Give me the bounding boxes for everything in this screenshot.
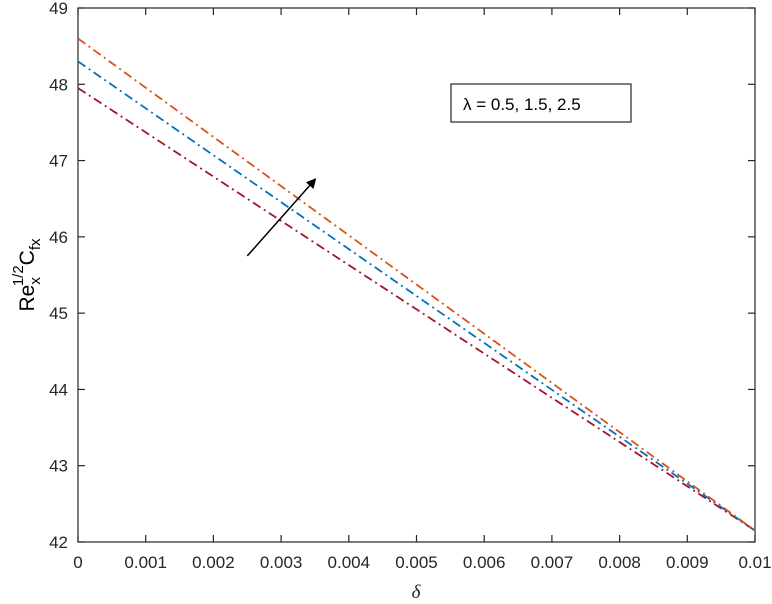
legend-annotation: λ = 0.5, 1.5, 2.5 (450, 83, 632, 123)
plot-frame (77, 7, 756, 543)
x-tick-label: 0.002 (192, 553, 235, 572)
series-group (77, 37, 756, 532)
annotation-box (450, 83, 632, 123)
y-tick-label: 45 (49, 304, 68, 323)
x-tick-label: 0.004 (328, 553, 371, 572)
x-tick-label: 0.008 (598, 553, 641, 572)
x-tick-label: 0.009 (666, 553, 709, 572)
plot-area (77, 7, 756, 543)
y-label-sub2: fx (27, 238, 44, 250)
series-line-2 (77, 60, 756, 532)
x-tick-label: 0.007 (531, 553, 574, 572)
x-tick-label: 0.001 (124, 553, 167, 572)
x-tick-label: 0.003 (260, 553, 303, 572)
x-tick-label: 0.005 (395, 553, 438, 572)
y-label-base: Re (16, 285, 39, 312)
ticks-group (77, 7, 756, 543)
annotation-text: λ = 0.5, 1.5, 2.5 (463, 95, 581, 114)
x-tick-label: 0.006 (463, 553, 506, 572)
trend-arrow (246, 178, 317, 257)
y-label-sup: 1/2 (10, 265, 27, 286)
y-tick-label: 43 (49, 457, 68, 476)
y-tick-label: 49 (49, 0, 68, 18)
x-tick-label: 0.01 (738, 553, 771, 572)
y-label-base2: C (16, 250, 39, 265)
y-axis-label: Rex1/2Cfx (10, 238, 44, 312)
svg-text:Rex1/2Cfx: Rex1/2Cfx (10, 238, 44, 312)
y-tick-label: 47 (49, 152, 68, 171)
y-tick-label: 44 (49, 380, 68, 399)
tick-labels: 0 0.001 0.002 0.003 0.004 0.005 0.006 0.007 0.00… (49, 0, 771, 572)
x-axis-label: δ (412, 582, 422, 603)
y-tick-label: 42 (49, 533, 68, 552)
series-line-1 (77, 87, 756, 532)
y-tick-label: 46 (49, 228, 68, 247)
series-line-3 (77, 37, 756, 532)
y-label-sub: x (27, 277, 44, 285)
x-tick-label: 0 (73, 553, 82, 572)
y-tick-label: 48 (49, 75, 68, 94)
